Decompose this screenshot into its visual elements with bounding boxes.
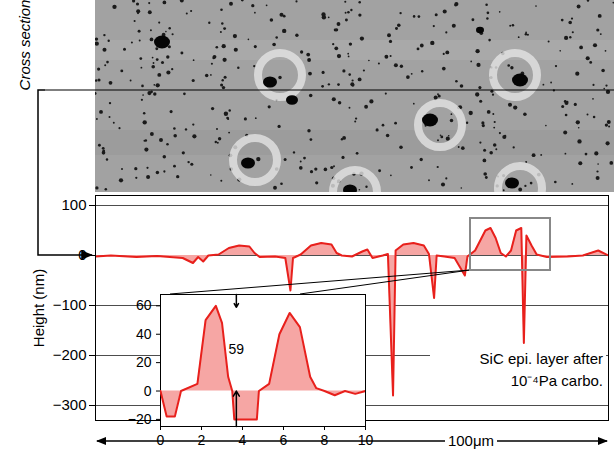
svg-text:−20: −20 xyxy=(128,411,152,427)
svg-text:Cross section: Cross section xyxy=(16,0,33,90)
svg-text:100μm: 100μm xyxy=(448,432,494,449)
svg-text:100: 100 xyxy=(61,196,86,213)
svg-text:0: 0 xyxy=(144,382,152,398)
svg-text:8: 8 xyxy=(321,432,329,448)
svg-text:0: 0 xyxy=(157,432,165,448)
svg-text:60: 60 xyxy=(136,297,152,313)
svg-text:40: 40 xyxy=(136,326,152,342)
svg-text:−100: −100 xyxy=(53,296,87,313)
svg-text:4: 4 xyxy=(239,432,247,448)
svg-text:−200: −200 xyxy=(53,346,87,363)
svg-text:Height (nm): Height (nm) xyxy=(30,269,47,347)
svg-text:59: 59 xyxy=(229,341,245,357)
svg-text:10: 10 xyxy=(358,432,374,448)
svg-text:6: 6 xyxy=(280,432,288,448)
svg-text:0: 0 xyxy=(78,246,86,263)
svg-text:SiC epi. layer after: SiC epi. layer after xyxy=(480,350,603,367)
svg-text:2: 2 xyxy=(198,432,206,448)
svg-text:−300: −300 xyxy=(53,396,87,413)
svg-text:10⁻⁴Pa carbo.: 10⁻⁴Pa carbo. xyxy=(511,372,603,389)
svg-text:20: 20 xyxy=(136,354,152,370)
